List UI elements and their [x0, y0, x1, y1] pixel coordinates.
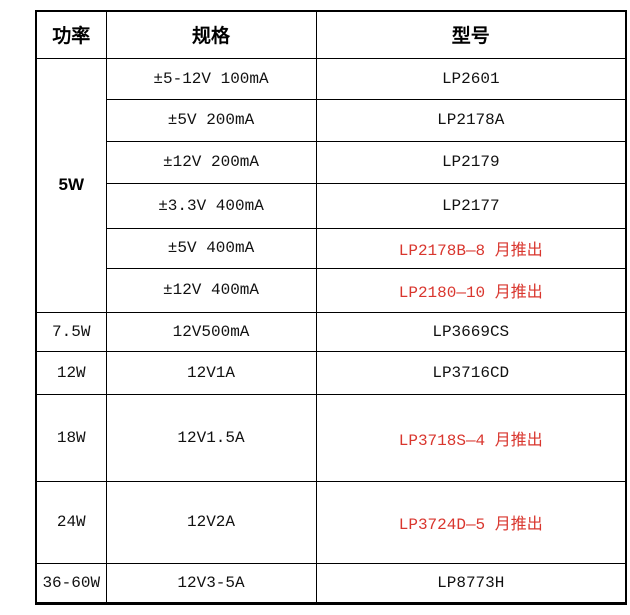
power-cell: 24W [35, 480, 107, 564]
table-row: ±12V 400mA LP2180—10 月推出 [36, 267, 627, 313]
table-row: ±5V 400mA LP2178B—8 月推出 [36, 227, 627, 269]
model-cell-upcoming: LP3724D—5 月推出 [315, 480, 627, 564]
power-cell: 36-60W [35, 562, 107, 604]
model-cell: LP3716CD [315, 350, 627, 395]
spec-cell: 12V1A [105, 350, 317, 395]
model-cell: LP2178A [315, 98, 627, 142]
spec-cell: ±12V 200mA [105, 140, 317, 184]
spec-cell: 12V3-5A [105, 562, 317, 604]
model-cell: LP3669CS [315, 311, 627, 352]
table-row: ±3.3V 400mA LP2177 [36, 182, 627, 229]
power-cell-5w: 5W [35, 57, 107, 313]
header-model: 型号 [315, 10, 627, 59]
spec-cell: ±5V 200mA [105, 98, 317, 142]
table-row: 7.5W 12V500mA LP3669CS [35, 311, 627, 352]
spec-cell: ±5-12V 100mA [105, 57, 317, 100]
spec-cell: ±3.3V 400mA [105, 182, 317, 229]
spec-cell: ±12V 400mA [105, 267, 317, 313]
header-spec: 规格 [105, 10, 317, 59]
table-header-row: 功率 规格 型号 [35, 10, 627, 59]
model-cell-upcoming: LP2178B—8 月推出 [315, 227, 627, 269]
table-row: 24W 12V2A LP3724D—5 月推出 [35, 480, 627, 564]
power-spec-model-table: 功率 规格 型号 5W ±5-12V 100mA LP2601 ±5V 200m… [35, 10, 627, 605]
model-cell: LP2601 [315, 57, 627, 100]
model-cell: LP2177 [315, 182, 627, 229]
model-cell: LP8773H [315, 562, 627, 604]
table-row: ±12V 200mA LP2179 [36, 140, 627, 184]
spec-cell: 12V2A [105, 480, 317, 564]
header-power: 功率 [35, 10, 107, 59]
power-cell: 18W [35, 393, 107, 482]
table-row: 18W 12V1.5A LP3718S—4 月推出 [35, 393, 627, 482]
spec-cell: 12V500mA [105, 311, 317, 352]
spec-cell: ±5V 400mA [105, 227, 317, 269]
power-cell: 7.5W [35, 311, 107, 352]
table-row: 36-60W 12V3-5A LP8773H [35, 562, 627, 604]
table-row: 5W ±5-12V 100mA LP2601 [35, 57, 627, 313]
model-cell-upcoming: LP3718S—4 月推出 [315, 393, 627, 482]
spec-cell: 12V1.5A [105, 393, 317, 482]
table-row: 12W 12V1A LP3716CD [35, 350, 627, 395]
model-cell-upcoming: LP2180—10 月推出 [315, 267, 627, 313]
table-row: ±5V 200mA LP2178A [36, 98, 627, 142]
power-cell: 12W [35, 350, 107, 395]
model-cell: LP2179 [315, 140, 627, 184]
